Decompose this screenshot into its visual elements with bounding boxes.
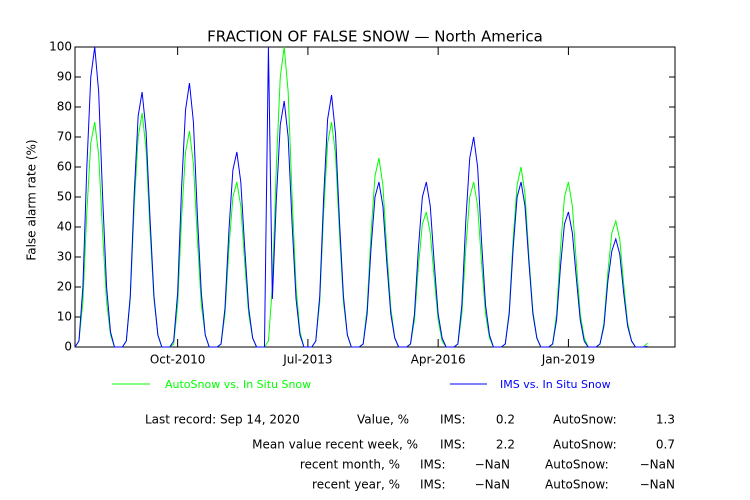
legend-label: AutoSnow vs. In Situ Snow bbox=[165, 378, 311, 391]
x-tick-label: Oct-2010 bbox=[150, 353, 206, 367]
y-axis-label: False alarm rate (%) bbox=[25, 139, 39, 260]
y-tick-label: 40 bbox=[57, 220, 72, 234]
x-tick-label: Apr-2016 bbox=[411, 353, 466, 367]
stats-cell: Last record: Sep 14, 2020 bbox=[145, 413, 300, 427]
stats-cell: −NaN bbox=[640, 458, 675, 472]
stats-cell: 0.2 bbox=[496, 413, 515, 427]
y-tick-label: 10 bbox=[57, 310, 72, 324]
stats-cell: recent year, % bbox=[312, 478, 400, 492]
y-tick-label: 50 bbox=[57, 190, 72, 204]
stats-cell: IMS: bbox=[440, 438, 466, 452]
stats-cell: AutoSnow: bbox=[545, 478, 609, 492]
chart-title: FRACTION OF FALSE SNOW — North America bbox=[207, 28, 543, 46]
stats-cell: AutoSnow: bbox=[553, 438, 617, 452]
stats-cell: 1.3 bbox=[656, 413, 675, 427]
y-tick-label: 30 bbox=[57, 250, 72, 264]
y-tick-label: 100 bbox=[49, 40, 72, 54]
stats-cell: IMS: bbox=[440, 413, 466, 427]
stats-cell: 0.7 bbox=[656, 438, 675, 452]
data-line bbox=[74, 46, 648, 348]
y-tick-label: 90 bbox=[57, 70, 72, 84]
x-tick-label: Jan-2019 bbox=[541, 353, 595, 367]
y-tick-label: 60 bbox=[57, 160, 72, 174]
stats-cell: AutoSnow: bbox=[553, 413, 617, 427]
stats-cell: −NaN bbox=[475, 458, 510, 472]
stats-cell: −NaN bbox=[475, 478, 510, 492]
stats-cell: Value, % bbox=[357, 413, 409, 427]
stats-cell: 2.2 bbox=[496, 438, 515, 452]
stats-cell: Mean value recent week, % bbox=[252, 438, 418, 452]
stats-cell: AutoSnow: bbox=[545, 458, 609, 472]
stats-cell: −NaN bbox=[640, 478, 675, 492]
y-tick-label: 20 bbox=[57, 280, 72, 294]
stats-cell: IMS: bbox=[420, 478, 446, 492]
y-tick-label: 70 bbox=[57, 130, 72, 144]
y-tick-label: 0 bbox=[64, 340, 72, 354]
stats-cell: recent month, % bbox=[300, 458, 400, 472]
x-tick-label: Jul-2013 bbox=[282, 353, 332, 367]
legend-label: IMS vs. In Situ Snow bbox=[500, 378, 611, 391]
y-tick-label: 80 bbox=[57, 100, 72, 114]
stats-cell: IMS: bbox=[420, 458, 446, 472]
